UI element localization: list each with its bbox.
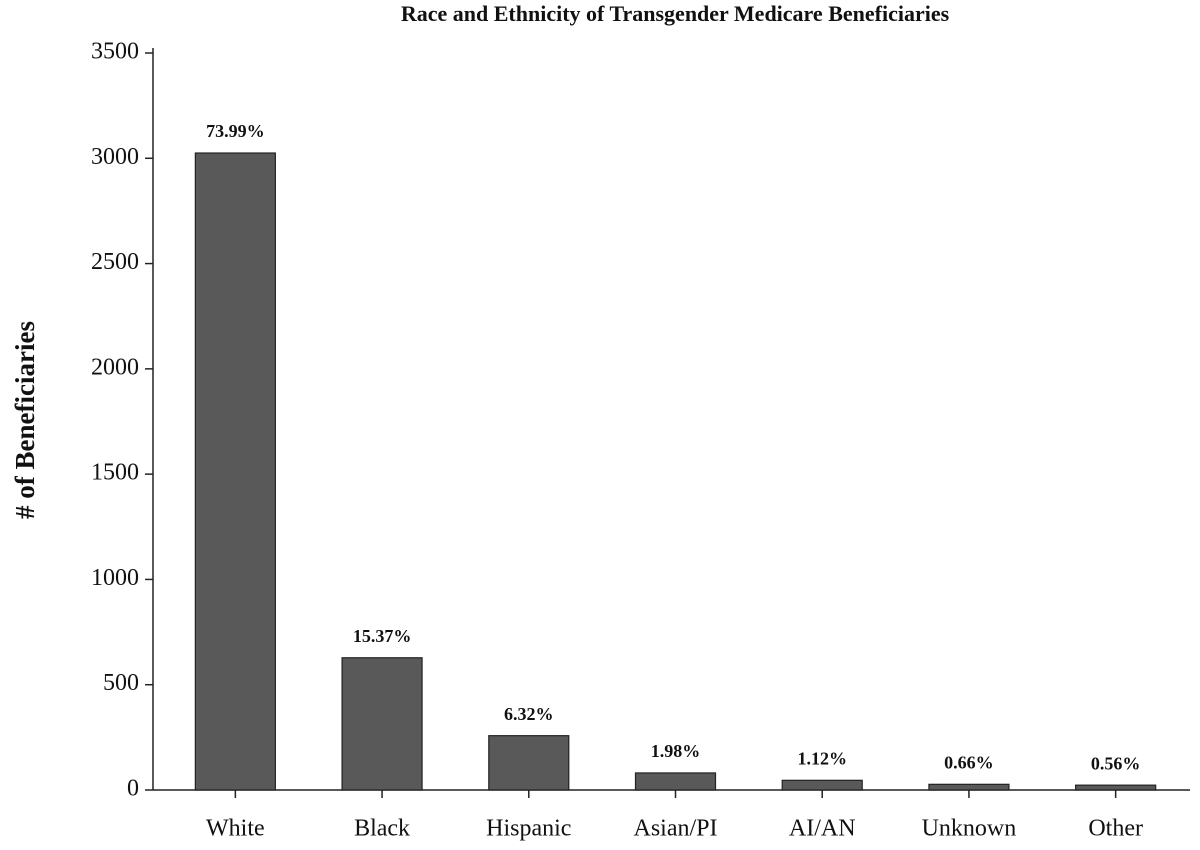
y-tick-label: 0 xyxy=(127,776,139,802)
x-tick-label: Hispanic xyxy=(486,816,571,842)
bar xyxy=(781,779,863,791)
bar-label: 0.56% xyxy=(1091,753,1141,773)
bar-label: 15.37% xyxy=(353,626,412,646)
x-tick-label: Black xyxy=(354,816,410,842)
bar xyxy=(488,735,570,791)
bar xyxy=(928,783,1010,791)
y-tick-label: 3500 xyxy=(91,39,139,65)
bar xyxy=(634,772,717,791)
bar-label: 73.99% xyxy=(206,121,265,141)
y-axis-label: # of Beneficiaries xyxy=(10,321,40,519)
bar xyxy=(1075,784,1157,791)
y-tick-label: 1000 xyxy=(91,565,139,591)
bar-label: 1.98% xyxy=(651,741,701,761)
x-tick-label: AI/AN xyxy=(789,816,856,842)
y-tick-label: 1500 xyxy=(91,460,139,486)
bar-label: 6.32% xyxy=(504,704,554,724)
bar xyxy=(194,152,276,791)
x-tick-label: Other xyxy=(1088,816,1143,842)
bar-label: 1.12% xyxy=(797,748,847,768)
y-tick-label: 500 xyxy=(103,670,139,696)
x-tick-label: Asian/PI xyxy=(634,816,718,842)
bar-label: 0.66% xyxy=(944,752,994,772)
y-tick-label: 2500 xyxy=(91,249,139,275)
chart-title: Race and Ethnicity of Transgender Medica… xyxy=(401,1,950,26)
bar xyxy=(341,657,423,791)
y-tick-label: 3000 xyxy=(91,144,139,170)
x-tick-label: White xyxy=(206,816,265,842)
y-tick-label: 2000 xyxy=(91,354,139,380)
x-tick-label: Unknown xyxy=(922,816,1017,842)
